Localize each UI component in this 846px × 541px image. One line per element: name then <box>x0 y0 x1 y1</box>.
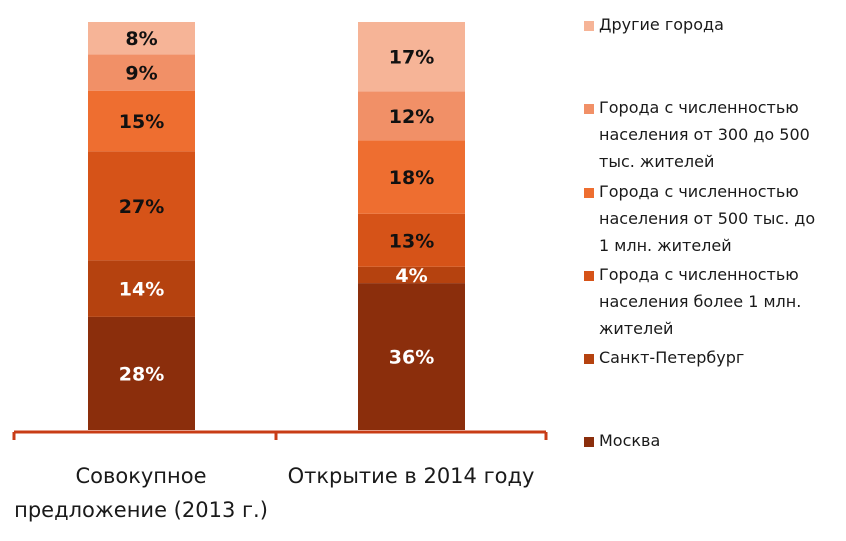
data-label: 4% <box>395 265 427 287</box>
category-label: Совокупное <box>75 464 206 488</box>
legend-swatch <box>584 354 594 364</box>
bar-segment <box>88 22 195 55</box>
bar-segment <box>358 213 465 267</box>
legend-label: 1 млн. жителей <box>599 236 732 255</box>
category-labels: Совокупное предложение (2013 г.) Открытие … <box>14 464 534 522</box>
legend-swatch <box>584 188 594 198</box>
data-label: 36% <box>389 347 434 369</box>
data-label: 15% <box>119 111 164 133</box>
legend-label: Города с численностью <box>599 98 799 117</box>
bars-group <box>88 22 465 430</box>
legend-label: Города с численностью <box>599 182 799 201</box>
bar-segment <box>88 90 195 152</box>
data-label: 13% <box>389 230 434 252</box>
legend-label: Санкт-Петербург <box>599 348 744 367</box>
legend-label: Москва <box>599 431 660 450</box>
data-labels-group: 28% 14% 27% 15% 9% 8% 36% 4% 13% 18% 12% 17% <box>119 28 434 385</box>
legend-swatch <box>584 271 594 281</box>
category-label: Открытие в 2014 году <box>288 464 535 488</box>
bar-segment <box>358 22 465 92</box>
data-label: 9% <box>125 62 157 84</box>
legend-label: Другие города <box>599 15 724 34</box>
legend-label: населения от 300 до 500 <box>599 125 810 144</box>
data-label: 14% <box>119 279 164 301</box>
data-label: 12% <box>389 106 434 128</box>
bar-segment <box>358 283 465 430</box>
legend: Другие города Города с численностью населе… <box>584 15 815 450</box>
legend-label: населения более 1 млн. <box>599 292 801 311</box>
data-label: 27% <box>119 196 164 218</box>
data-label: 8% <box>125 28 157 50</box>
legend-label: Города с численностью <box>599 265 799 284</box>
legend-label: тыс. жителей <box>599 152 714 171</box>
data-label: 18% <box>389 167 434 189</box>
legend-swatch <box>584 104 594 114</box>
data-label: 28% <box>119 363 164 385</box>
bar-segment <box>88 316 195 430</box>
bar-segment <box>358 140 465 214</box>
category-label: предложение (2013 г.) <box>14 498 268 522</box>
bar-segment <box>358 266 465 284</box>
legend-swatch <box>584 437 594 447</box>
x-axis <box>12 430 548 440</box>
legend-label: населения от 500 тыс. до <box>599 209 815 228</box>
data-label: 17% <box>389 47 434 69</box>
bar-segment <box>88 54 195 91</box>
legend-label: жителей <box>599 319 673 338</box>
bar-segment <box>88 260 195 317</box>
bar-segment <box>358 91 465 141</box>
bar-segment <box>88 151 195 261</box>
legend-swatch <box>584 21 594 31</box>
